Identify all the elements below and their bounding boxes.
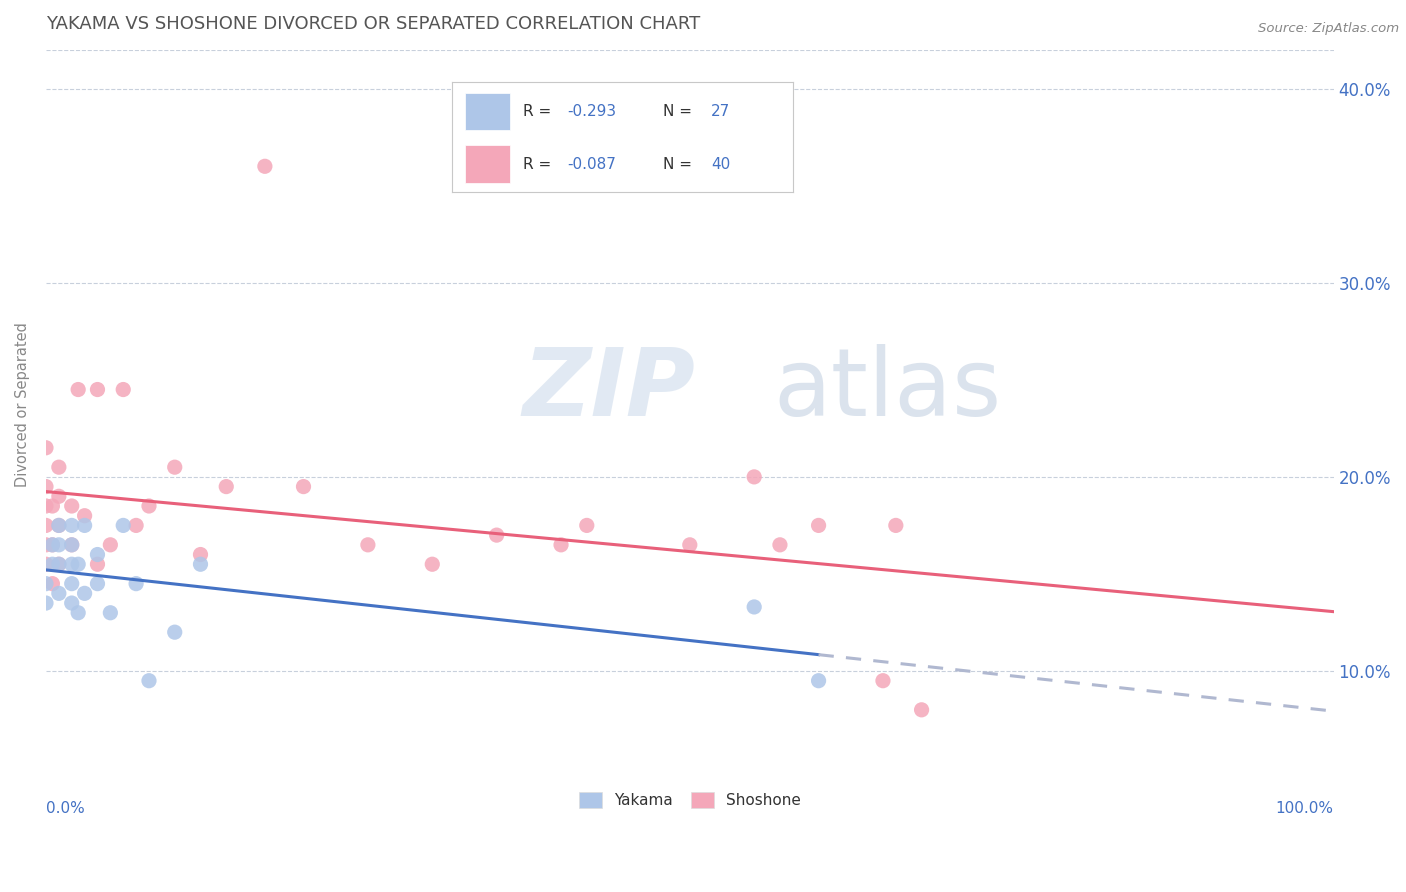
Point — [60, 558, 83, 572]
Point — [35, 441, 58, 455]
Text: 0.0%: 0.0% — [46, 801, 84, 816]
Point — [60, 596, 83, 610]
Point — [742, 470, 765, 484]
Point — [679, 538, 702, 552]
Point — [35, 499, 58, 513]
Point — [807, 673, 830, 688]
Point — [67, 606, 90, 620]
Point — [550, 538, 572, 552]
Point — [35, 518, 58, 533]
Point — [86, 383, 108, 397]
Point — [125, 576, 148, 591]
Point — [35, 558, 58, 572]
Y-axis label: Divorced or Separated: Divorced or Separated — [15, 322, 30, 486]
Point — [190, 548, 212, 562]
Point — [60, 576, 83, 591]
Point — [125, 518, 148, 533]
Text: Source: ZipAtlas.com: Source: ZipAtlas.com — [1258, 22, 1399, 36]
Point — [769, 538, 792, 552]
Legend: Yakama, Shoshone: Yakama, Shoshone — [572, 786, 807, 814]
Point — [48, 586, 70, 600]
Point — [48, 518, 70, 533]
Point — [138, 673, 160, 688]
Point — [48, 558, 70, 572]
Point — [48, 518, 70, 533]
Point — [41, 499, 63, 513]
Point — [742, 599, 765, 614]
Point — [60, 499, 83, 513]
Point — [86, 576, 108, 591]
Point — [215, 480, 238, 494]
Text: 100.0%: 100.0% — [1275, 801, 1334, 816]
Point — [41, 558, 63, 572]
Point — [60, 538, 83, 552]
Point — [60, 538, 83, 552]
Point — [35, 576, 58, 591]
Point — [67, 383, 90, 397]
Point — [98, 606, 121, 620]
Point — [163, 625, 186, 640]
Point — [86, 558, 108, 572]
Point — [112, 383, 135, 397]
Point — [884, 518, 907, 533]
Point — [807, 518, 830, 533]
Point — [98, 538, 121, 552]
Point — [163, 460, 186, 475]
Point — [420, 558, 443, 572]
Point — [86, 548, 108, 562]
Point — [253, 159, 276, 173]
Point — [48, 489, 70, 503]
Text: ZIP: ZIP — [523, 344, 696, 436]
Point — [41, 576, 63, 591]
Point — [190, 558, 212, 572]
Point — [60, 518, 83, 533]
Point — [112, 518, 135, 533]
Point — [48, 460, 70, 475]
Point — [35, 480, 58, 494]
Text: atlas: atlas — [773, 344, 1001, 436]
Point — [41, 538, 63, 552]
Point — [485, 528, 508, 542]
Point — [73, 518, 96, 533]
Point — [910, 703, 932, 717]
Point — [73, 586, 96, 600]
Point — [35, 538, 58, 552]
Point — [138, 499, 160, 513]
Point — [48, 538, 70, 552]
Point — [73, 508, 96, 523]
Point — [67, 558, 90, 572]
Text: YAKAMA VS SHOSHONE DIVORCED OR SEPARATED CORRELATION CHART: YAKAMA VS SHOSHONE DIVORCED OR SEPARATED… — [46, 15, 700, 33]
Point — [48, 558, 70, 572]
Point — [575, 518, 598, 533]
Point — [41, 538, 63, 552]
Point — [35, 596, 58, 610]
Point — [872, 673, 894, 688]
Point — [292, 480, 315, 494]
Point — [357, 538, 380, 552]
